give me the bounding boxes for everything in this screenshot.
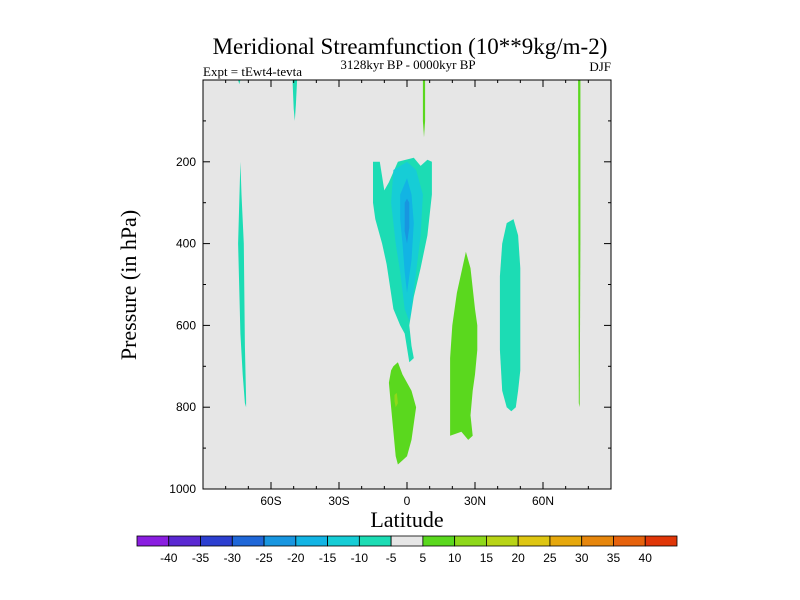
x-tick-label: 60S [260, 494, 281, 508]
y-tick-label: 600 [176, 318, 196, 332]
x-tick-label: 0 [404, 494, 411, 508]
colorbar-box [644, 535, 678, 547]
colorbar-label: -25 [255, 551, 273, 565]
colorbar-label: 30 [575, 551, 589, 565]
colorbar-label: -5 [386, 551, 397, 565]
colorbar-label: 35 [607, 551, 621, 565]
colorbar-box [486, 535, 519, 547]
contour-region-southern-hadley-max [394, 392, 398, 408]
x-axis-label: Latitude [370, 507, 443, 532]
colorbar-box [613, 535, 646, 547]
colorbar-box [454, 535, 487, 547]
y-axis-ticks: 200 400 600 800 1000 [169, 120, 611, 496]
x-tick-label: 60N [532, 494, 554, 508]
chart-title: Meridional Streamfunction (10**9kg/m-2) [213, 34, 608, 59]
right-string: DJF [589, 59, 611, 74]
colorbar-box [295, 535, 328, 547]
colorbar-label: 10 [448, 551, 462, 565]
colorbar-label: -40 [160, 551, 178, 565]
colorbar-box [517, 535, 551, 547]
colorbar-label: -30 [224, 551, 242, 565]
y-tick-label: 1000 [169, 482, 196, 496]
colorbar-box [549, 535, 583, 547]
colorbar-label: 5 [420, 551, 427, 565]
contour-region-upper-sliver-75S [238, 80, 241, 85]
colorbar-label: 15 [480, 551, 494, 565]
colorbar-box [422, 535, 456, 547]
x-axis-ticks: 60S 30S 0 30N 60N [225, 80, 589, 508]
colorbar-label: -15 [319, 551, 337, 565]
colorbar: -40 -35 -30 -25 -20 -15 -10 -5 5 10 15 20 25 30 35 40 [136, 535, 678, 565]
contour-region-upper-sliver-50S [292, 80, 298, 121]
colorbar-label: 40 [639, 551, 653, 565]
contour-regions [238, 80, 581, 465]
center-string: 3128kyr BP - 0000kyr BP [340, 57, 475, 72]
colorbar-box [200, 535, 233, 547]
colorbar-label: 25 [543, 551, 557, 565]
colorbar-box [263, 535, 297, 547]
contour-region-south-polar-cell [238, 161, 247, 408]
contour-region-northern-positive-cell [450, 251, 478, 440]
contour-region-upper-sliver-5N [422, 80, 426, 138]
colorbar-box [327, 535, 360, 547]
y-tick-label: 200 [176, 155, 196, 169]
x-tick-label: 30N [464, 494, 486, 508]
colorbar-label: -20 [287, 551, 305, 565]
colorbar-box [390, 535, 424, 547]
contour-region-tropical-cell-max [404, 198, 410, 244]
contour-region-north-polar-sliver [578, 80, 581, 408]
colorbar-box [231, 535, 265, 547]
colorbar-box [168, 535, 201, 547]
colorbar-label: -10 [351, 551, 369, 565]
y-tick-label: 800 [176, 400, 196, 414]
contour-region-southern-hadley-pos [388, 362, 417, 465]
colorbar-box [358, 535, 392, 547]
contour-region-midlat-negative-cell [499, 219, 521, 412]
colorbar-label: -35 [192, 551, 210, 565]
colorbar-box [581, 535, 614, 547]
y-tick-label: 400 [176, 237, 196, 251]
left-string: Expt = tEwt4-tevta [203, 64, 302, 79]
colorbar-label: 20 [512, 551, 526, 565]
y-axis-label: Pressure (in hPa) [116, 210, 141, 360]
x-tick-label: 30S [328, 494, 349, 508]
colorbar-box [136, 535, 170, 547]
